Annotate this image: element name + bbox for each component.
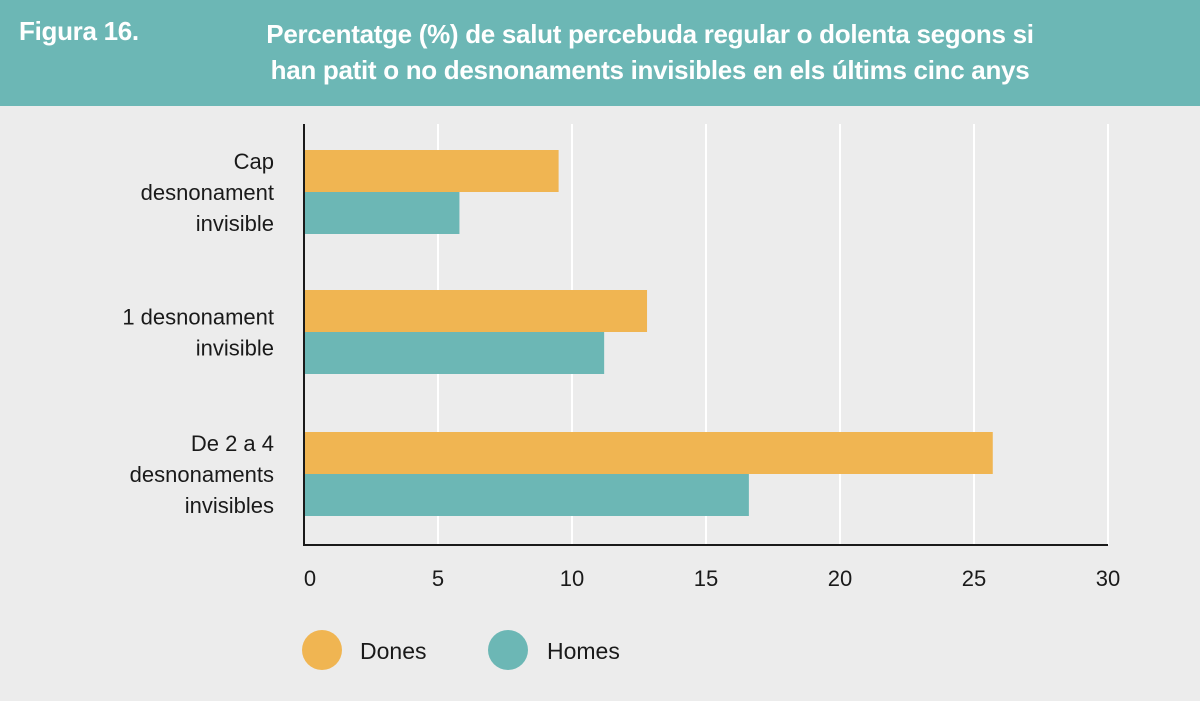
x-tick-label-25: 25 (962, 566, 986, 591)
bar-dones-0 (304, 150, 559, 192)
bar-homes-0 (304, 192, 460, 234)
x-tick-label-10: 10 (560, 566, 584, 591)
figure-title-line-1: Percentatge (%) de salut percebuda regul… (266, 19, 1034, 49)
legend-swatch-dones (302, 630, 342, 670)
category-label-line: invisible (196, 336, 274, 361)
x-tick-label-5: 5 (432, 566, 444, 591)
legend-label-homes: Homes (547, 638, 620, 664)
x-tick-label-0: 0 (304, 566, 316, 591)
category-label-2: De 2 a 4 desnonaments invisibles (130, 431, 274, 518)
legend-label-dones: Dones (360, 638, 426, 664)
bar-homes-2 (304, 474, 749, 516)
category-label-line: 1 desnonament (122, 305, 274, 330)
figure-title: Percentatge (%) de salut percebuda regul… (150, 16, 1150, 88)
x-tick-label-20: 20 (828, 566, 852, 591)
category-label-1: 1 desnonament invisible (122, 305, 274, 361)
category-label-line: invisible (196, 211, 274, 236)
bar-homes-1 (304, 332, 605, 374)
x-tick-label-15: 15 (694, 566, 718, 591)
figure-header: Figura 16. Percentatge (%) de salut perc… (0, 0, 1200, 106)
figure-title-line-2: han patit o no desnonaments invisibles e… (270, 55, 1030, 85)
bar-dones-1 (304, 290, 648, 332)
category-label-line: De 2 a 4 (191, 431, 274, 456)
category-label-line: desnonaments (130, 462, 274, 487)
legend-swatch-homes (488, 630, 528, 670)
category-label-line: Cap (234, 149, 274, 174)
x-tick-label-30: 30 (1096, 566, 1120, 591)
bar-dones-2 (304, 432, 993, 474)
figure-label: Figura 16. (19, 16, 139, 46)
category-label-0: Cap desnonament invisible (141, 149, 274, 236)
category-label-line: invisibles (185, 493, 274, 518)
category-label-line: desnonament (141, 180, 274, 205)
